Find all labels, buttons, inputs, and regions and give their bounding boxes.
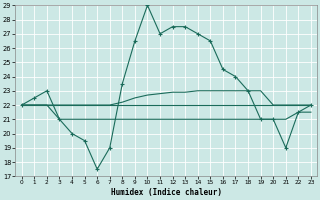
X-axis label: Humidex (Indice chaleur): Humidex (Indice chaleur) (111, 188, 222, 197)
